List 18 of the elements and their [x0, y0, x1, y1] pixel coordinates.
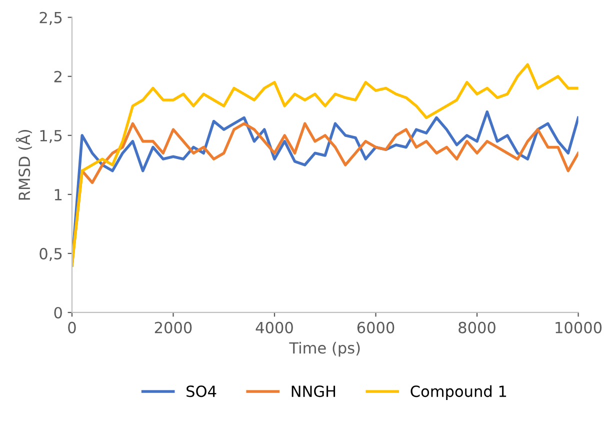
- legend-label: NNGH: [292, 386, 336, 398]
- y-tick-label: 1,5: [40, 130, 62, 143]
- y-axis-title: RMSD (Å): [16, 130, 32, 200]
- y-tick-label: 2: [54, 70, 62, 82]
- x-tick-label: 4000: [256, 322, 293, 334]
- y-tick-label: 0,5: [40, 248, 62, 262]
- y-tick-label: 0: [54, 306, 62, 318]
- legend-label: SO4: [186, 386, 216, 398]
- line-series: [72, 63, 578, 267]
- y-tick-label: 2,5: [40, 12, 62, 25]
- x-tick-label: 2000: [154, 322, 192, 334]
- legend-label: Compound 1: [410, 385, 506, 400]
- x-tick-label: 6000: [357, 322, 394, 334]
- x-axis-title: Time (ps): [289, 342, 360, 357]
- x-tick-label: 8000: [458, 322, 496, 334]
- x-tick-label: 10000: [556, 322, 602, 334]
- x-tick-label: 0: [68, 322, 76, 334]
- y-tick-label: 1: [54, 189, 62, 200]
